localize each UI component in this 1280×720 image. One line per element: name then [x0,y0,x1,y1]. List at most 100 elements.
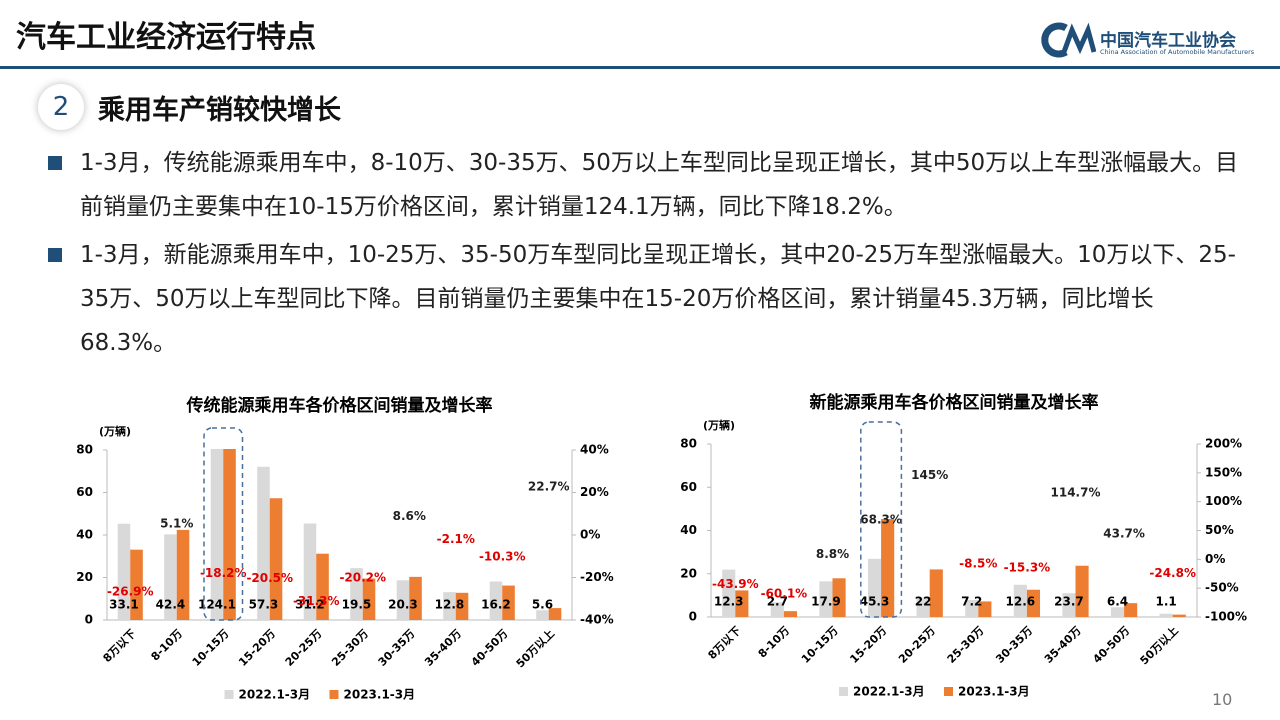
value-label: 57.3 [249,598,279,612]
y-tick-label: 40 [76,528,93,542]
growth-label: 68.3% [860,512,902,526]
bar [965,599,979,617]
bar [1026,589,1041,617]
x-tick-label: 20-25万 [283,627,325,669]
bar [164,534,177,620]
value-label: 23.7 [1054,595,1084,609]
growth-label: -18.2% [200,566,247,580]
growth-label: 5.1% [160,517,193,531]
bar [1075,565,1089,617]
bar [502,585,515,620]
bar [409,576,422,620]
bar [881,519,895,617]
highlight-box [203,427,244,621]
value-label: 6.4 [1107,595,1128,609]
growth-label: 43.7% [1103,527,1145,541]
bar [722,569,736,617]
y-tick-label: 20 [680,566,697,580]
growth-label: -20.2% [339,570,386,584]
bar [867,558,882,617]
growth-label: 22.7% [528,479,570,493]
axis-unit: (万辆) [99,424,131,438]
value-label: 1.1 [1156,595,1177,609]
bar [1124,603,1138,617]
x-tick-label: 15-20万 [236,627,278,669]
growth-label: -43.9% [712,577,759,591]
growth-label: -2.1% [437,532,475,546]
growth-label: 8.6% [393,509,426,523]
bar [316,553,329,620]
bar [130,549,143,620]
growth-label: 8.8% [816,547,849,561]
growth-label: -15.3% [1004,561,1051,575]
bar [1110,607,1125,617]
bullet: 1-3月，新能源乘用车中，10-25万、35-50万车型同比呈现正增长，其中20… [48,233,1245,365]
bar [455,592,469,620]
legend-swatch [224,690,234,699]
bar [210,449,224,620]
value-label: 16.2 [481,598,511,612]
bar [929,569,943,617]
bar [819,581,833,617]
bar [916,597,930,617]
x-tick-label: 25-30万 [329,627,371,669]
value-label: 20.3 [388,598,418,612]
y2-tick-label: 0% [1205,552,1225,566]
y-tick-label: 80 [76,443,93,457]
value-label: 42.4 [156,598,186,612]
legend-swatch [944,687,953,696]
growth-label: -60.1% [761,586,808,600]
y2-tick-label: 150% [1205,465,1242,479]
value-label: 124.1 [198,598,236,612]
x-tick-label: 10-15万 [799,624,841,666]
bar [303,523,317,620]
bullet: 1-3月，传统能源乘用车中，8-10万、30-35万、50万以上车型同比呈现正增… [48,141,1245,229]
chart-title: 传统能源乘用车各价格区间销量及增长率 [186,395,493,416]
bar [1159,613,1173,617]
y2-tick-label: -40% [580,613,614,627]
y2-tick-label: 200% [1205,437,1242,451]
growth-label: -8.5% [959,557,997,571]
bar [783,611,798,617]
bar [1172,614,1186,617]
value-label: 12.8 [435,598,465,612]
legend-label: 2023.1-3月 [344,688,416,702]
legend-swatch [839,687,848,696]
bar [257,466,270,620]
growth-label: -10.3% [479,549,526,563]
x-tick-label: 40-50万 [469,627,511,669]
legend-label: 2023.1-3月 [958,685,1030,699]
growth-label: 145% [911,468,948,482]
value-label: 12.6 [1006,595,1036,609]
section-number: 2 [38,84,84,130]
x-tick-label: 50万以上 [513,626,557,670]
x-tick-label: 30-35万 [993,624,1035,666]
chart-title: 新能源乘用车各价格区间销量及增长率 [810,392,1099,413]
y-tick-label: 0 [689,610,697,624]
x-tick-label: 50万以上 [1137,623,1181,667]
bar [536,610,549,620]
slide-title: 汽车工业经济运行特点 [16,20,316,55]
y2-tick-label: -20% [580,570,614,584]
bar [1013,584,1027,617]
x-tick-label: 8万以下 [706,624,744,662]
bar [350,568,363,620]
bar [770,602,784,617]
page-number: 10 [1212,690,1233,709]
x-tick-label: 40-50万 [1090,624,1132,666]
bar [269,498,283,620]
y-tick-label: 80 [680,437,697,451]
value-label: 5.6 [532,598,553,612]
value-label: 19.5 [342,598,372,612]
org-name-en: China Association of Automobile Manufact… [1100,48,1255,56]
y-tick-label: 20 [76,570,93,584]
value-label: 12.3 [714,595,744,609]
legend-label: 2022.1-3月 [239,688,311,702]
value-label: 45.3 [860,595,890,609]
growth-label: -31.3% [293,594,340,608]
bar [978,601,992,617]
bar [489,581,503,620]
bar [223,449,236,620]
